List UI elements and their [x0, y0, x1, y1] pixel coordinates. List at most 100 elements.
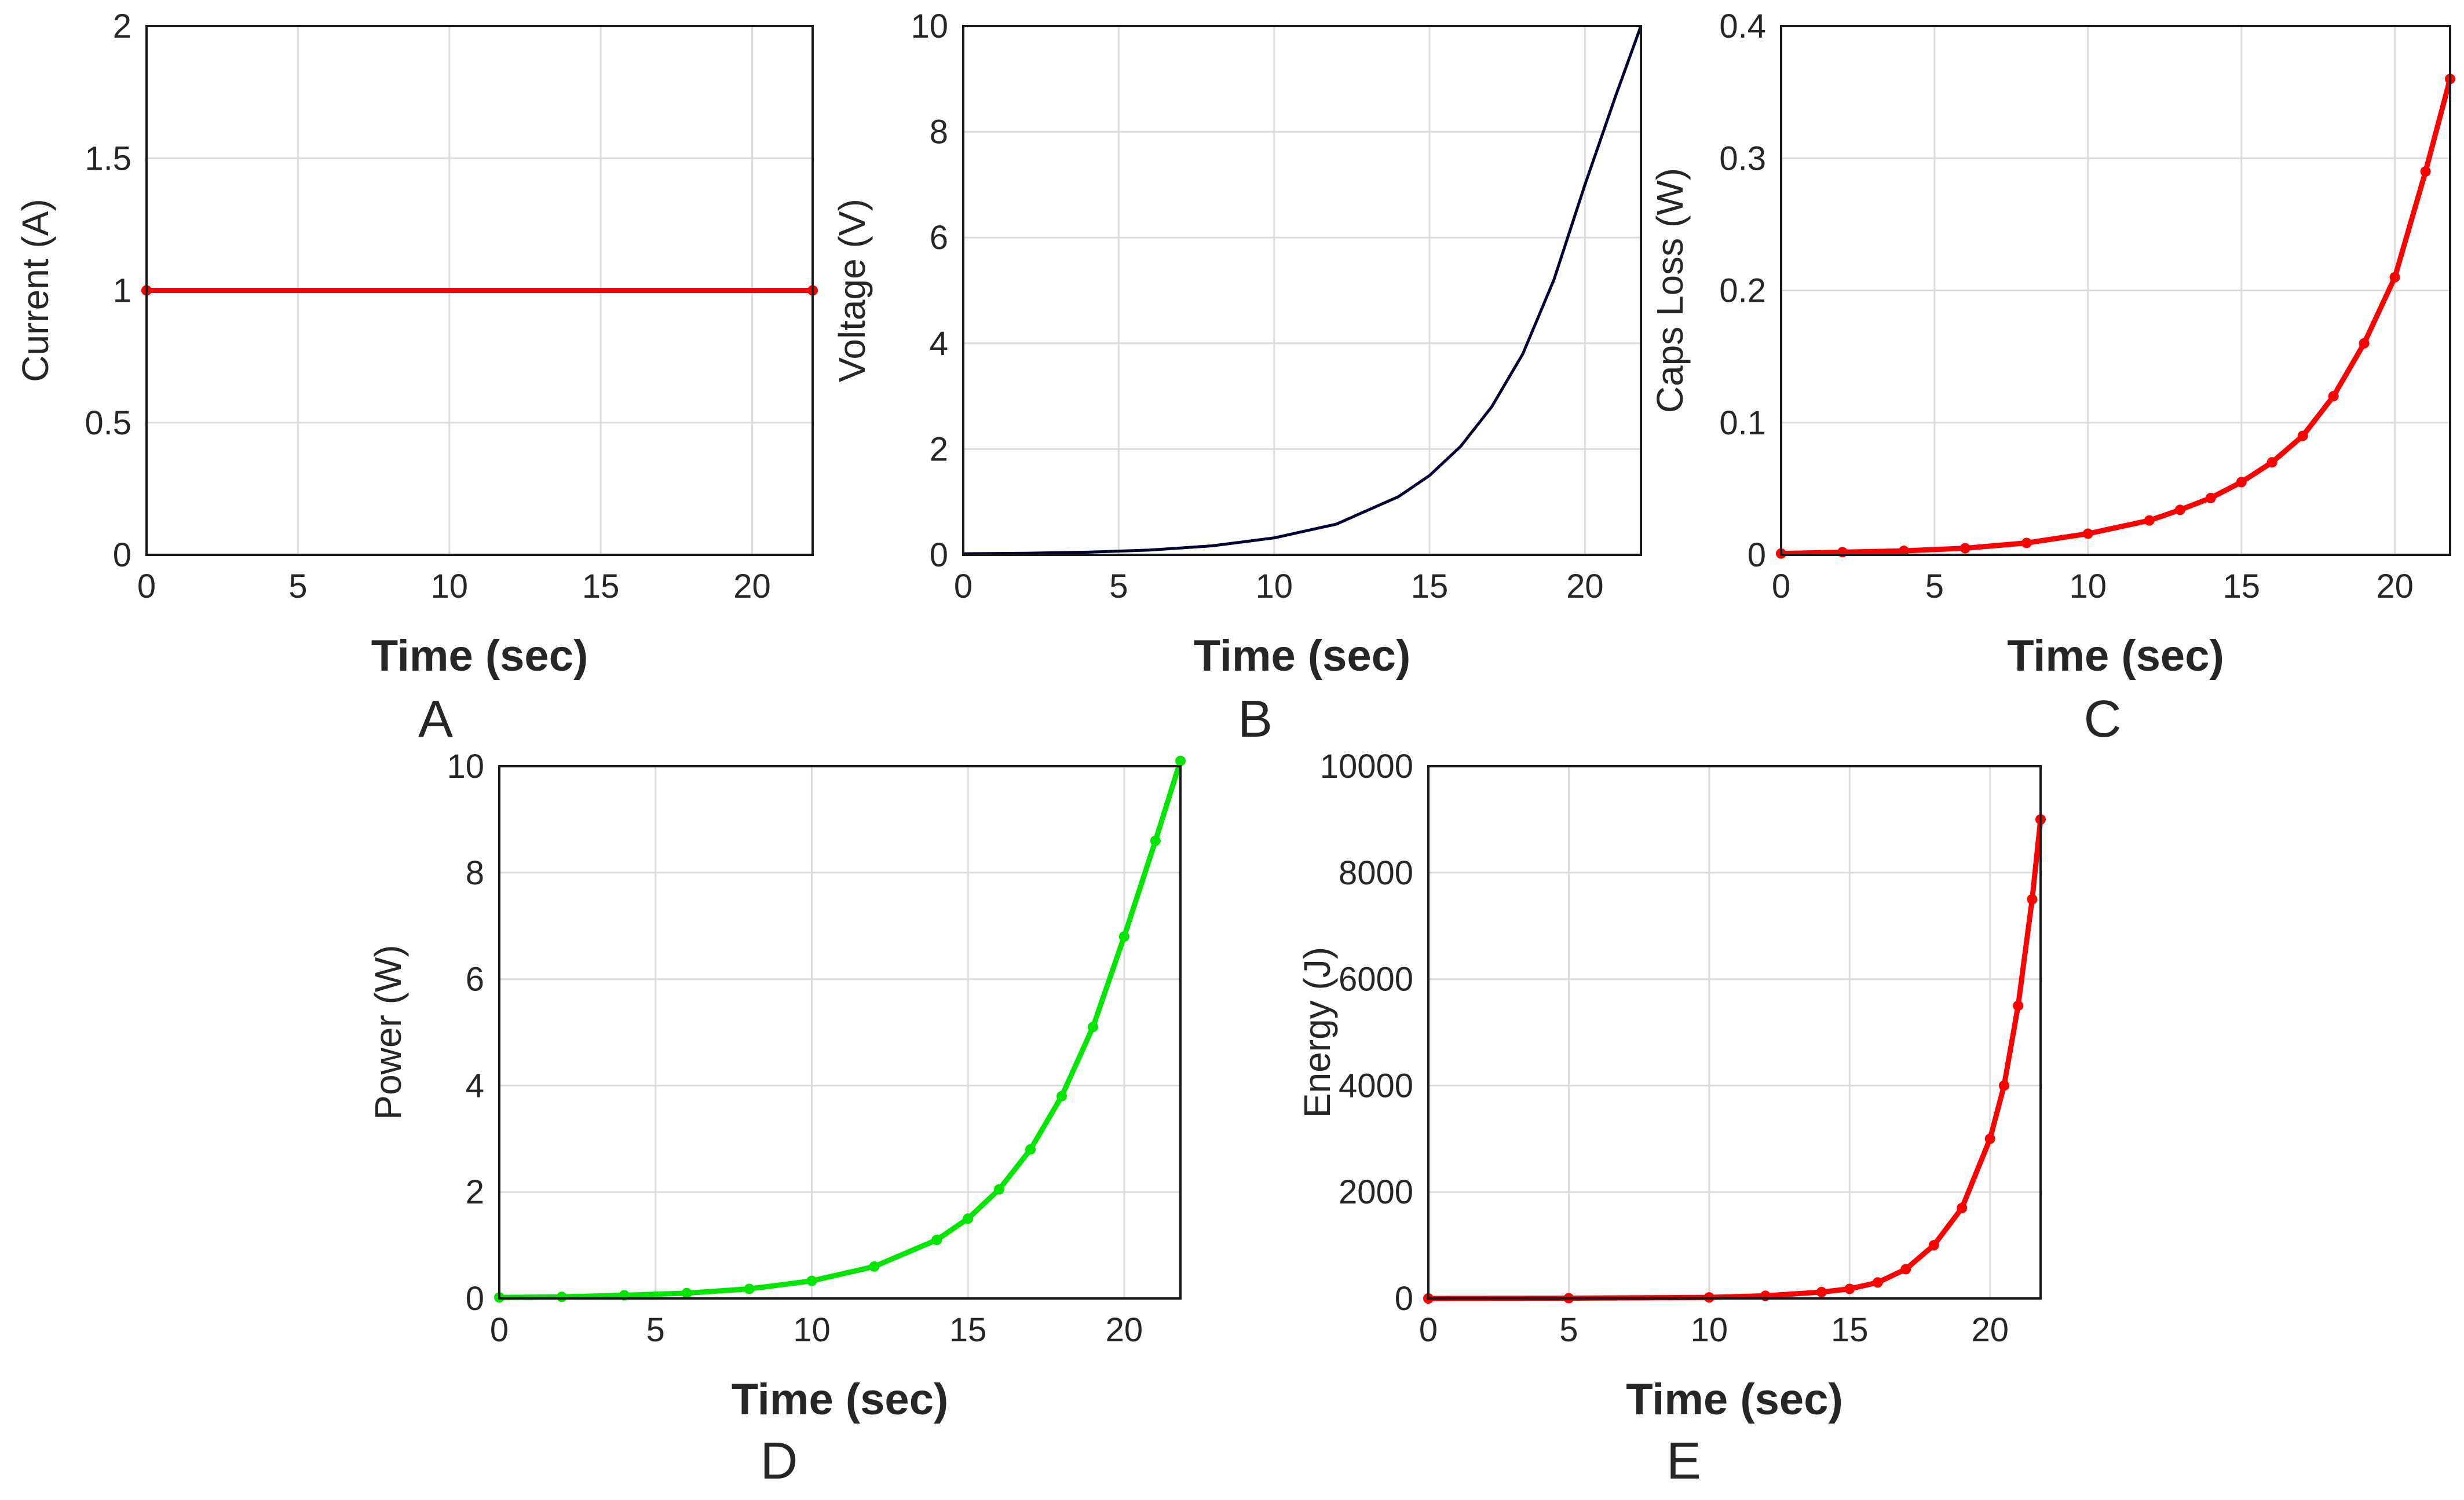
data-point — [806, 1275, 817, 1286]
data-point — [994, 1184, 1005, 1195]
data-point — [1428, 474, 1431, 477]
data-point — [2082, 528, 2093, 539]
x-tick-label: 5 — [1559, 1311, 1578, 1349]
data-point — [2297, 430, 2308, 441]
x-axis-label: Time (sec) — [1626, 1375, 1843, 1424]
y-tick-label: 0 — [1395, 1280, 1413, 1318]
series-line — [1778, 76, 2453, 557]
data-point — [2389, 272, 2400, 283]
data-point — [1335, 523, 1337, 525]
data-point — [681, 1287, 692, 1298]
data-point — [1984, 1133, 1995, 1144]
chart-panel-d: 0 5 10 15 20 0 2 4 6 8 10 Power (W) Time (sec) D — [367, 748, 1186, 1490]
series-line — [963, 25, 1643, 555]
y-tick-label: 2000 — [1339, 1173, 1413, 1211]
data-point — [1898, 546, 1909, 557]
data-point — [2174, 504, 2185, 515]
data-point — [1872, 1277, 1883, 1288]
plot-frame — [1780, 25, 2451, 556]
panel-letter: E — [1666, 1432, 1701, 1490]
data-point — [1118, 931, 1129, 942]
y-tick-label: 10000 — [1320, 748, 1413, 785]
x-tick-label: 20 — [1106, 1311, 1143, 1349]
y-tick-label: 8 — [466, 854, 484, 892]
data-point — [1490, 405, 1493, 408]
data-point — [1615, 94, 1617, 96]
x-tick-label: 10 — [430, 568, 468, 605]
y-axis-label: Power (W) — [367, 945, 409, 1119]
y-tick-label: 4 — [466, 1067, 484, 1104]
data-point — [2021, 537, 2032, 548]
data-point — [1816, 1286, 1827, 1297]
y-tick-label: 4000 — [1339, 1067, 1413, 1104]
data-point — [1211, 544, 1213, 547]
x-axis-label: Time (sec) — [371, 631, 588, 681]
x-tick-label: 0 — [137, 568, 156, 605]
plot-frame — [962, 25, 1642, 556]
x-tick-label: 10 — [2070, 568, 2107, 605]
x-tick-label: 5 — [1925, 568, 1944, 605]
data-point — [1928, 1240, 1939, 1251]
data-point — [1957, 1202, 1968, 1213]
y-tick-label: 2 — [113, 8, 131, 45]
chart-panel-b: 0 5 10 15 20 0 2 4 6 8 10 Voltage (V) Time (sec) B — [831, 8, 1643, 748]
x-tick-label: 20 — [2376, 568, 2414, 605]
y-axis-label: Current (A) — [14, 199, 56, 382]
data-point — [1087, 551, 1089, 553]
y-tick-label: 4 — [930, 325, 948, 363]
y-tick-label: 2 — [466, 1173, 484, 1211]
data-point — [1397, 496, 1399, 498]
data-point — [869, 1261, 880, 1272]
y-axis-label: Energy (J) — [1296, 947, 1338, 1118]
data-point — [1844, 1283, 1855, 1294]
x-tick-label: 0 — [954, 568, 973, 605]
data-point — [1273, 537, 1275, 539]
y-tick-label: 1 — [113, 272, 131, 310]
data-point — [2420, 166, 2431, 177]
y-tick-label: 0.3 — [1719, 140, 1766, 177]
y-tick-label: 0 — [1748, 536, 1766, 574]
data-point — [1584, 184, 1586, 186]
plot-frame — [145, 25, 814, 556]
y-tick-label: 6 — [930, 219, 948, 257]
y-tick-label: 8 — [930, 114, 948, 151]
data-point — [1900, 1264, 1911, 1275]
data-point — [2266, 457, 2277, 468]
data-point — [556, 1292, 567, 1303]
y-tick-label: 0.4 — [1719, 8, 1766, 45]
plot-frame — [1427, 765, 2042, 1300]
x-tick-label: 0 — [1772, 568, 1790, 605]
x-tick-label: 5 — [288, 568, 307, 605]
x-tick-label: 15 — [1411, 568, 1449, 605]
data-point — [1460, 445, 1462, 448]
series-line — [1425, 817, 2043, 1301]
x-tick-label: 20 — [1971, 1311, 2009, 1349]
x-axis-label: Time (sec) — [2007, 631, 2224, 681]
x-tick-label: 5 — [646, 1311, 665, 1349]
data-point — [744, 1283, 755, 1294]
y-tick-label: 0 — [113, 536, 131, 574]
x-axis-label: Time (sec) — [732, 1375, 949, 1424]
series-line — [496, 758, 1183, 1300]
chart-panel-e: 0 5 10 15 20 0 2000 4000 6000 8000 10000 Energy (J)… — [1296, 748, 2046, 1490]
y-axis-label: Caps Loss (W) — [1649, 168, 1691, 413]
data-point — [2013, 1000, 2024, 1011]
data-point — [2205, 492, 2216, 503]
plot-frame — [498, 765, 1182, 1300]
data-point — [2144, 515, 2155, 526]
x-tick-label: 20 — [1566, 568, 1604, 605]
data-point — [1175, 755, 1186, 766]
x-tick-label: 5 — [1109, 568, 1128, 605]
data-point — [2328, 391, 2339, 402]
y-tick-label: 1.5 — [85, 140, 131, 177]
x-tick-label: 10 — [1691, 1311, 1728, 1349]
y-tick-label: 2 — [930, 430, 948, 468]
x-tick-label: 0 — [490, 1311, 509, 1349]
data-point — [1087, 1022, 1098, 1033]
data-point — [2236, 477, 2247, 488]
chart-panel-c: 0 5 10 15 20 0 0.1 0.2 0.3 0.4 Caps Loss (W) Time (… — [1649, 8, 2455, 748]
x-tick-label: 10 — [793, 1311, 831, 1349]
y-tick-label: 10 — [911, 8, 948, 45]
data-point — [1056, 1091, 1068, 1102]
